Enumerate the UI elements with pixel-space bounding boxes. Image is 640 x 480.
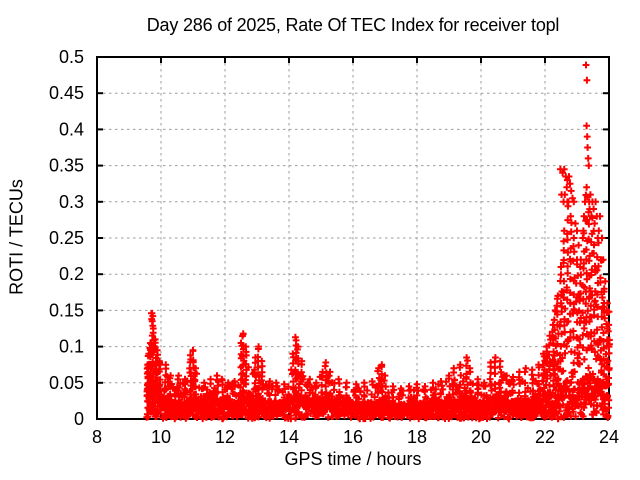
y-tick-label: 0.2 <box>59 264 84 284</box>
x-tick-label: 8 <box>92 427 102 447</box>
x-tick-label: 14 <box>279 427 299 447</box>
data-points <box>143 61 613 423</box>
grid-lines <box>97 57 609 419</box>
x-tick-label: 16 <box>343 427 363 447</box>
y-tick-label: 0.1 <box>59 337 84 357</box>
x-tick-label: 24 <box>599 427 619 447</box>
x-tick-label: 20 <box>471 427 491 447</box>
x-tick-label: 12 <box>215 427 235 447</box>
x-tick-label: 18 <box>407 427 427 447</box>
y-tick-label: 0.45 <box>49 83 84 103</box>
x-axis-label: GPS time / hours <box>284 449 422 469</box>
chart-title: Day 286 of 2025, Rate Of TEC Index for r… <box>146 15 560 35</box>
x-tick-labels: 8 10 12 14 16 18 20 22 24 <box>92 427 619 447</box>
y-tick-label: 0.05 <box>49 373 84 393</box>
y-tick-label: 0.25 <box>49 228 84 248</box>
y-tick-label: 0.15 <box>49 300 84 320</box>
x-tick-label: 10 <box>151 427 171 447</box>
y-tick-label: 0 <box>74 409 84 429</box>
x-tick-label: 22 <box>535 427 555 447</box>
y-tick-label: 0.3 <box>59 192 84 212</box>
y-tick-label: 0.35 <box>49 156 84 176</box>
y-tick-labels: 0 0.05 0.1 0.15 0.2 0.25 0.3 0.35 0.4 0.45 0.5 <box>49 47 84 429</box>
y-tick-label: 0.5 <box>59 47 84 67</box>
y-tick-label: 0.4 <box>59 119 84 139</box>
